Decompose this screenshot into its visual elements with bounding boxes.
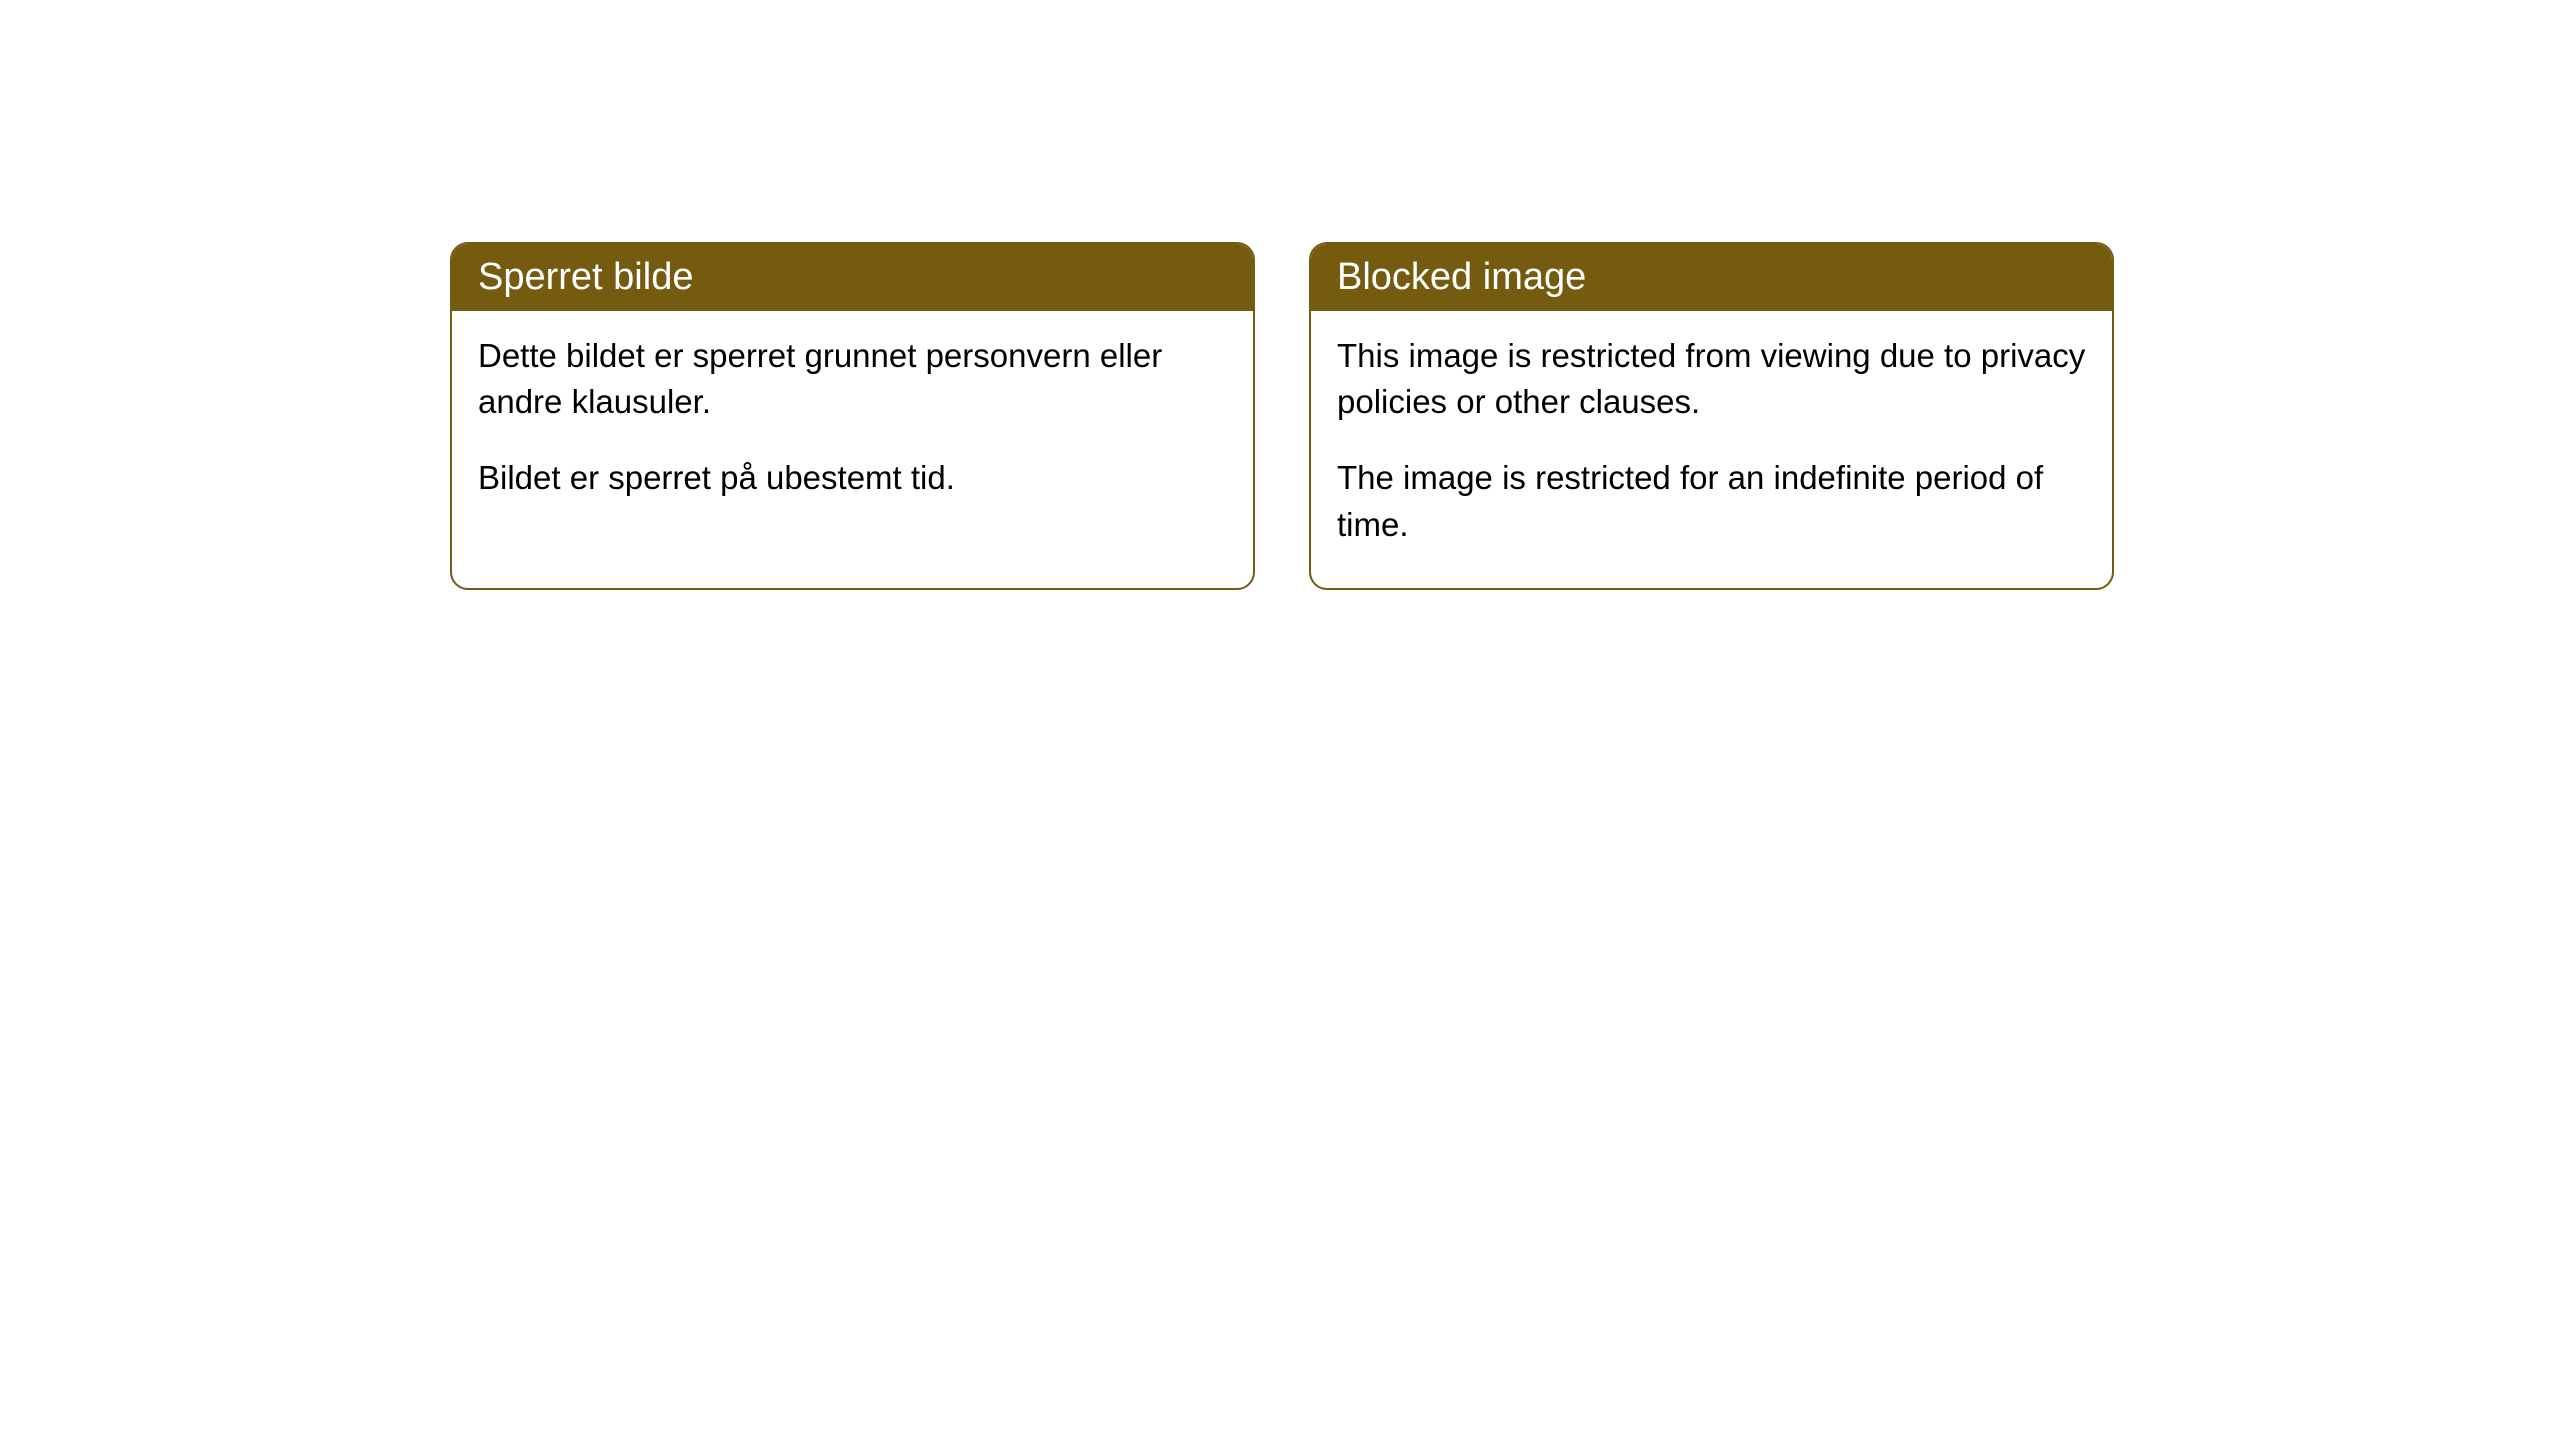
- card-title-no: Sperret bilde: [478, 256, 693, 298]
- blocked-image-card-no: Sperret bilde Dette bildet er sperret gr…: [450, 242, 1255, 590]
- card-title-en: Blocked image: [1337, 256, 1586, 298]
- card-header-no: Sperret bilde: [452, 244, 1253, 311]
- blocked-image-card-en: Blocked image This image is restricted f…: [1309, 242, 2114, 590]
- card-header-en: Blocked image: [1311, 244, 2112, 311]
- notice-cards-container: Sperret bilde Dette bildet er sperret gr…: [450, 242, 2114, 590]
- card-paragraph-1-no: Dette bildet er sperret grunnet personve…: [478, 333, 1227, 425]
- card-paragraph-1-en: This image is restricted from viewing du…: [1337, 333, 2086, 425]
- card-paragraph-2-en: The image is restricted for an indefinit…: [1337, 455, 2086, 547]
- card-body-no: Dette bildet er sperret grunnet personve…: [452, 311, 1253, 542]
- card-paragraph-2-no: Bildet er sperret på ubestemt tid.: [478, 455, 1227, 501]
- card-body-en: This image is restricted from viewing du…: [1311, 311, 2112, 588]
